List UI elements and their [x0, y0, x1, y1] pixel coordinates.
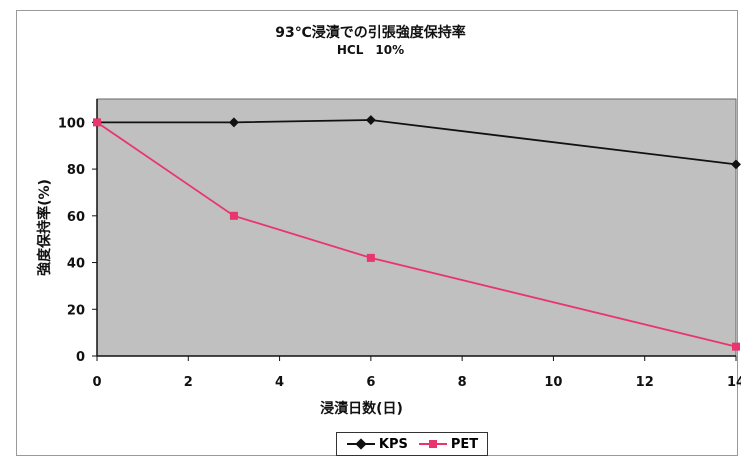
legend-item-kps: KPS: [346, 437, 408, 452]
x-tick-label: 6: [366, 375, 375, 390]
y-tick-label: 100: [58, 116, 85, 131]
pet-legend-marker-icon: [418, 440, 447, 448]
kps-legend-marker-icon: [346, 438, 375, 450]
x-tick-label: 4: [275, 375, 284, 390]
pet-series-line: [96, 121, 737, 348]
x-axis-label: 浸漬日数(日): [320, 400, 403, 417]
y-axis-label: 強度保持率(%): [36, 179, 53, 276]
y-tick-label: 40: [67, 257, 85, 272]
pet-data-point: [732, 342, 740, 351]
pet-data-point: [229, 211, 238, 220]
kps-data-point: [731, 159, 741, 170]
x-tick-label: 10: [544, 375, 562, 390]
plot-area: [96, 98, 737, 357]
legend-label-pet: PET: [450, 436, 479, 452]
kps-data-point: [228, 117, 239, 128]
pet-data-point: [93, 118, 101, 127]
legend-label-kps: KPS: [378, 436, 408, 452]
chart-subtitle: HCL 10%: [336, 43, 405, 57]
y-tick-label: 60: [67, 210, 85, 225]
y-tick-label: 80: [67, 163, 85, 178]
kps-series-line: [97, 119, 737, 166]
x-tick-label: 14: [727, 375, 741, 390]
y-tick-label: 0: [76, 350, 85, 365]
chart-title: 93℃浸漬での引張強度保持率: [275, 25, 466, 41]
legend-item-pet: PET: [418, 437, 478, 452]
x-tick-label: 0: [92, 375, 101, 390]
pet-data-point: [366, 253, 375, 262]
y-tick-label: 20: [67, 303, 85, 318]
x-tick-label: 8: [458, 375, 467, 390]
legend: KPS PET: [336, 432, 488, 456]
x-tick-label: 12: [636, 375, 654, 390]
x-tick-label: 2: [184, 375, 193, 390]
